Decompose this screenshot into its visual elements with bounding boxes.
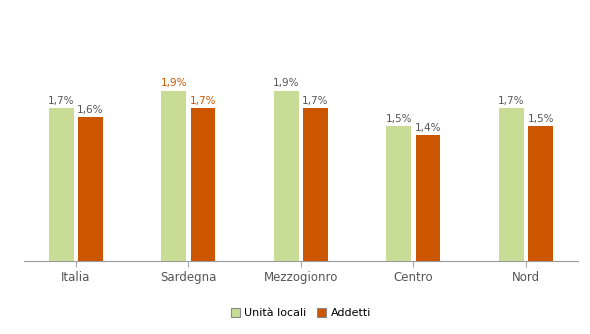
Text: 1,6%: 1,6% <box>77 105 104 115</box>
Text: 1,7%: 1,7% <box>498 96 525 106</box>
Text: 1,9%: 1,9% <box>273 78 300 88</box>
Bar <box>274 91 299 261</box>
Bar <box>303 109 328 261</box>
Bar <box>416 135 441 261</box>
Bar <box>386 126 411 261</box>
Text: 1,4%: 1,4% <box>415 123 441 133</box>
Bar <box>499 109 524 261</box>
Legend: Unità locali, Addetti: Unità locali, Addetti <box>226 304 376 323</box>
Text: 1,7%: 1,7% <box>48 96 74 106</box>
Bar <box>528 126 553 261</box>
Bar <box>161 91 186 261</box>
Text: 1,7%: 1,7% <box>190 96 217 106</box>
Text: 1,5%: 1,5% <box>385 114 412 124</box>
Bar <box>49 109 74 261</box>
Bar <box>191 109 215 261</box>
Text: 1,7%: 1,7% <box>302 96 329 106</box>
Text: 1,5%: 1,5% <box>527 114 554 124</box>
Bar <box>78 117 103 261</box>
Text: 1,9%: 1,9% <box>160 78 187 88</box>
